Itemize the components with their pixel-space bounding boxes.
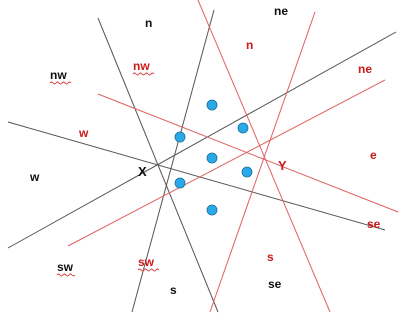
black-direction-lines [7,9,397,313]
underline-black-nw [49,81,72,85]
point-6 [241,166,253,178]
black-label-w: w [29,170,40,184]
red-sector-labels: n ne nw w e se sw s [78,38,381,269]
wavy-underlines [49,72,160,277]
black-line-ne-sw [131,9,215,313]
origin-y-label: Y [278,158,287,173]
point-3 [237,122,249,134]
black-sector-labels: n ne nw w sw s se [29,4,288,297]
underline-red-sw [137,268,160,272]
point-7 [206,204,218,216]
red-label-e: e [370,148,377,162]
underline-red-nw [132,72,155,76]
black-label-n: n [145,16,152,30]
red-label-se: se [367,217,381,231]
red-line-n-s [197,0,331,313]
red-label-w: w [78,126,89,140]
black-label-ne: ne [274,4,288,18]
red-label-sw: sw [138,255,155,269]
red-direction-lines [67,0,399,313]
red-label-ne: ne [358,62,372,76]
red-line-nw-se [67,79,386,247]
red-label-nw: nw [133,59,150,73]
black-label-nw: nw [50,68,67,82]
red-line-e-w [97,93,399,213]
black-label-sw: sw [57,260,74,274]
black-line-e-w [7,121,386,231]
point-2 [174,131,186,143]
sample-points [174,99,253,216]
underline-black-sw [56,273,76,277]
red-label-n: n [246,38,253,52]
point-4 [206,152,218,164]
black-line-nw-se [7,31,397,249]
red-label-s: s [267,250,274,264]
red-line-ne-sw [209,11,316,313]
black-label-s: s [170,283,177,297]
point-1 [206,99,218,111]
point-5 [174,177,186,189]
black-label-se: se [268,277,282,291]
origin-x-label: X [138,164,147,179]
